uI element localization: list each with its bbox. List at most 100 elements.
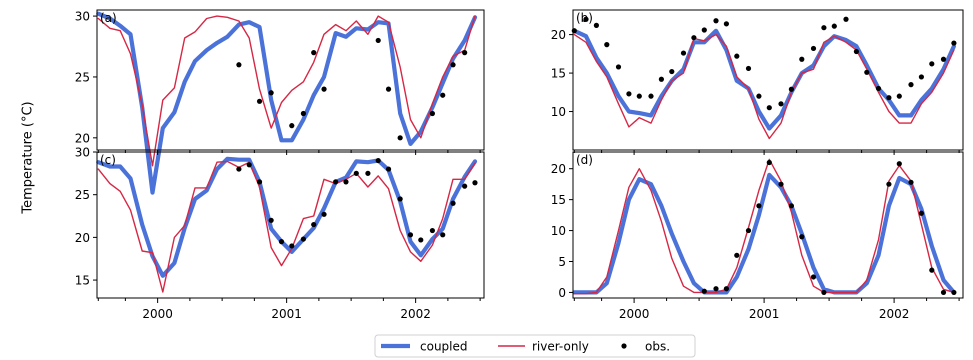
coupled-line <box>96 156 478 278</box>
obs-point <box>701 288 707 294</box>
obs-point <box>353 170 359 176</box>
obs-point <box>799 234 805 240</box>
y-tick-label: 25 <box>75 70 90 84</box>
obs-point <box>385 86 392 92</box>
river-only-line <box>97 15 476 167</box>
obs-point <box>246 162 252 168</box>
panel-d: (d) 0 5 10 15 20 2000 2001 2002 <box>551 151 964 321</box>
obs-point <box>821 25 827 31</box>
legend-label-coupled: coupled <box>420 340 468 354</box>
obs-point <box>886 181 892 187</box>
obs-point <box>626 91 632 97</box>
obs-point <box>766 159 772 166</box>
obs-point <box>450 200 456 206</box>
obs-point <box>723 21 730 27</box>
legend-label-obs: obs. <box>645 340 670 354</box>
y-tick-label: 25 <box>75 188 90 202</box>
obs-point <box>648 93 654 99</box>
panel-c: (c) 15 20 25 30 2000 2001 2002 <box>75 146 485 321</box>
obs-point <box>843 16 849 22</box>
obs-point <box>321 211 327 217</box>
panel-b: (b) 10 15 20 <box>551 9 964 155</box>
obs-point <box>365 170 371 176</box>
y-tick-label: 10 <box>551 105 566 119</box>
obs-point <box>300 110 306 117</box>
obs-point <box>713 286 719 292</box>
obs-point <box>429 227 435 234</box>
obs-point <box>778 101 784 107</box>
obs-point <box>397 196 403 202</box>
axes-frame <box>96 9 485 151</box>
obs-point <box>462 183 468 189</box>
y-tick-label: 15 <box>551 67 566 81</box>
obs-point <box>300 236 306 242</box>
coupled-line <box>572 28 957 131</box>
y-tick-label: 20 <box>551 28 566 42</box>
axes-frame <box>572 151 964 299</box>
obs-point <box>571 28 577 34</box>
panel-label: (c) <box>100 153 116 167</box>
obs-point <box>268 217 274 223</box>
x-tick-label: 2000 <box>619 307 650 321</box>
y-tick-label: 10 <box>551 224 566 238</box>
y-tick-label: 5 <box>558 255 566 269</box>
panel-label: (b) <box>576 11 593 25</box>
y-tick-label: 30 <box>75 146 90 160</box>
obs-point <box>407 232 414 238</box>
y-tick-label: 20 <box>75 231 90 245</box>
obs-point <box>951 289 957 296</box>
obs-point <box>278 239 285 245</box>
y-tick-label: 20 <box>75 131 90 145</box>
y-tick-label: 30 <box>75 10 90 24</box>
obs-point <box>256 179 263 185</box>
obs-point <box>375 157 381 164</box>
obs-point <box>810 274 817 280</box>
x-tick-label: 2000 <box>142 307 173 321</box>
obs-point <box>713 18 719 24</box>
obs-point <box>289 123 295 129</box>
obs-point <box>756 203 762 209</box>
obs-point <box>385 166 392 172</box>
coupled-line <box>572 172 957 295</box>
obs-point <box>256 98 263 104</box>
obs-point <box>418 237 424 243</box>
obs-point <box>821 289 827 296</box>
obs-point <box>723 286 730 292</box>
obs-point <box>864 69 870 75</box>
legend-frame <box>374 334 696 358</box>
obs-point <box>701 27 707 33</box>
obs-point <box>472 180 478 186</box>
obs-point <box>929 267 935 273</box>
obs-point <box>896 93 902 99</box>
y-tick-label: 20 <box>551 162 566 176</box>
river-only-line <box>97 160 476 293</box>
obs-point <box>450 62 456 68</box>
obs-point <box>940 56 947 62</box>
obs-point <box>908 82 914 88</box>
obs-point <box>333 179 339 185</box>
obs-point <box>810 45 817 52</box>
obs-point <box>236 166 242 172</box>
obs-point <box>875 85 882 92</box>
panel-label: (d) <box>576 153 593 167</box>
obs-point <box>343 179 349 185</box>
obs-point <box>734 252 740 258</box>
y-tick-label: 15 <box>551 193 566 207</box>
river-only-line <box>573 158 955 295</box>
obs-point <box>440 232 446 238</box>
obs-point <box>462 50 468 56</box>
legend: coupled river-only obs. <box>374 334 696 358</box>
obs-point <box>908 179 914 185</box>
obs-point <box>788 203 795 209</box>
obs-point <box>896 161 902 167</box>
obs-point <box>440 92 446 98</box>
obs-point <box>886 95 892 101</box>
river-only-line <box>573 33 955 140</box>
obs-point <box>604 42 610 48</box>
obs-point <box>799 56 805 62</box>
x-tick-label: 2002 <box>879 307 910 321</box>
panel-label: (a) <box>100 11 117 25</box>
obs-point <box>583 16 589 22</box>
obs-point <box>756 93 762 99</box>
